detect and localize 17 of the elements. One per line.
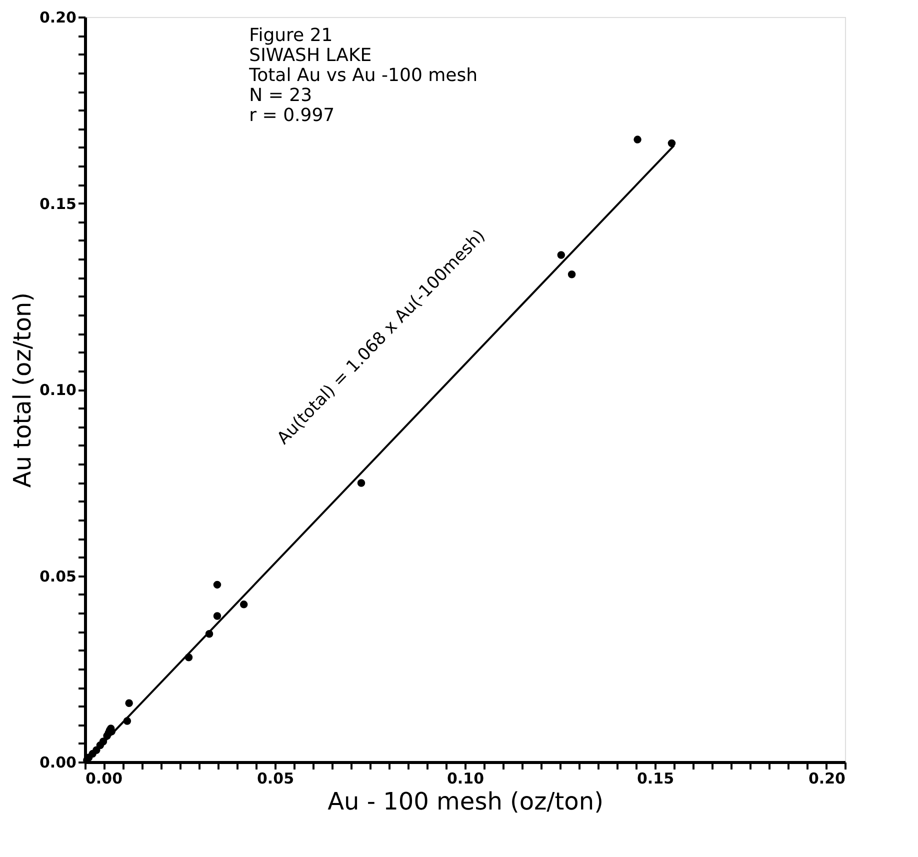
y-tick-label: 0.05 [39, 567, 76, 586]
annotation: Total Au vs Au -100 mesh [248, 65, 478, 86]
y-tick-label: 0.15 [39, 194, 76, 213]
x-tick-label: 0.10 [446, 770, 484, 788]
x-tick-label: 0.00 [86, 770, 123, 788]
x-tick-label: 0.20 [808, 770, 846, 788]
x-tick-label: 0.05 [256, 770, 294, 788]
annotation: r = 0.997 [249, 105, 335, 126]
x-tick-label: 0.15 [636, 770, 674, 788]
annotation: Figure 21 [249, 25, 333, 46]
x-axis-title: Au - 100 mesh (oz/ton) [328, 788, 604, 816]
y-tick-label: 0.00 [39, 754, 76, 772]
y-axis-title: Au total (oz/ton) [8, 292, 36, 488]
annotation: N = 23 [249, 85, 312, 106]
y-tick-label: 0.10 [39, 381, 76, 399]
y-tick-label: 0.20 [39, 8, 76, 26]
annotation: SIWASH LAKE [249, 45, 372, 66]
